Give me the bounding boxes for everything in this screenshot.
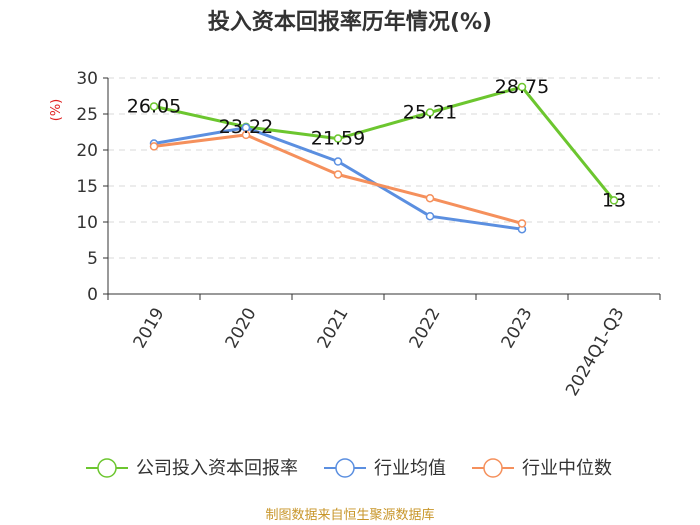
y-tick-label: 25 <box>76 105 98 125</box>
data-point <box>241 130 251 140</box>
legend-item: 行业中位数 <box>472 458 612 479</box>
x-tick-label: 2024Q1-Q3 <box>562 304 629 399</box>
source-note: 制图数据来自恒生聚源数据库 <box>265 507 434 523</box>
series-line <box>153 85 616 202</box>
legend-item: 公司投入资本回报率 <box>86 458 298 479</box>
data-label: 21.59 <box>311 128 365 150</box>
data-point <box>149 142 159 151</box>
axis-layer: 0 5 10 15 20 25 30 2019 2020 2021 2022 2023 2024Q1-Q… <box>76 69 661 400</box>
data-label: 23.22 <box>219 116 273 138</box>
legend: 公司投入资本回报率 行业均值 行业中位数 <box>86 458 612 479</box>
data-point <box>149 102 159 111</box>
chart-title: 投入资本回报率历年情况(%) <box>208 9 492 35</box>
data-label: 26.05 <box>127 95 181 117</box>
y-axis-unit: (%) <box>49 99 64 122</box>
data-label: 28.75 <box>495 76 549 98</box>
x-tick-label: 2019 <box>130 304 169 351</box>
data-point <box>609 196 619 205</box>
legend-circle-icon <box>97 458 117 478</box>
legend-label: 行业中位数 <box>522 458 612 479</box>
legend-circle-icon <box>483 458 503 478</box>
data-point <box>517 219 527 228</box>
data-point <box>333 134 343 143</box>
data-label: 13 <box>602 189 626 211</box>
data-point <box>425 193 435 203</box>
grid-layer <box>108 77 660 259</box>
data-point <box>333 170 343 179</box>
x-tick-label: 2020 <box>222 304 261 351</box>
legend-circle-icon <box>335 458 355 478</box>
y-tick-label: 30 <box>76 69 98 89</box>
series-layer <box>149 82 619 234</box>
legend-item: 行业均值 <box>324 458 446 479</box>
x-tick-label: 2021 <box>314 304 353 351</box>
data-point <box>333 157 343 166</box>
legend-label: 公司投入资本回报率 <box>136 458 298 479</box>
y-tick-label: 0 <box>87 285 98 305</box>
y-tick-label: 10 <box>76 213 98 233</box>
y-tick-label: 5 <box>87 249 98 269</box>
x-tick-label: 2022 <box>406 304 445 351</box>
y-tick-label: 20 <box>76 141 98 161</box>
data-label-layer: 26.05 23.22 21.59 25.21 28.75 13 <box>127 76 626 211</box>
data-point <box>425 108 435 117</box>
data-point <box>517 82 527 92</box>
data-point <box>425 211 435 221</box>
data-label: 25.21 <box>403 101 457 123</box>
x-tick-label: 2023 <box>498 304 537 351</box>
legend-label: 行业均值 <box>374 458 446 479</box>
y-tick-label: 15 <box>76 177 98 197</box>
